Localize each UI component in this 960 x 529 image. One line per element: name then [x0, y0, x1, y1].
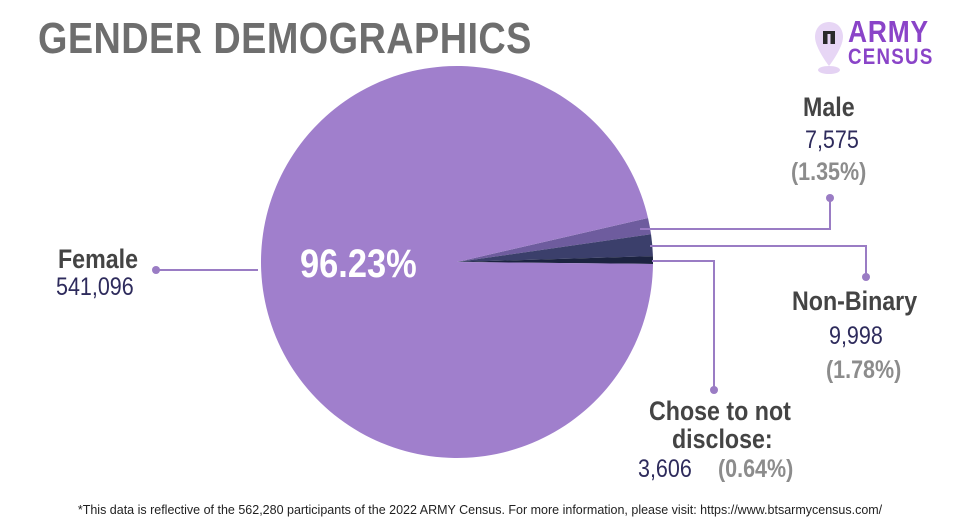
female-label: Female: [58, 244, 139, 274]
map-pin-icon: [815, 22, 843, 74]
female-percent-label: 96.23%: [300, 242, 417, 286]
army-census-logo: ARMY CENSUS: [812, 14, 942, 80]
male-label: Male: [803, 92, 855, 122]
non-binary-count: 9,998: [829, 322, 883, 350]
leader-line-undisclosed: [652, 260, 715, 389]
undisclosed-count: 3,606: [638, 455, 692, 483]
leader-line-male: [640, 198, 831, 230]
pie-slice-male: [457, 217, 652, 262]
undisclosed-percent: (0.64%): [718, 455, 794, 483]
logo-wordmark: ARMY CENSUS: [848, 14, 934, 69]
undisclosed-label-line1: Chose to not: [649, 396, 791, 426]
page-title: GENDER DEMOGRAPHICS: [38, 14, 532, 63]
non-binary-percent: (1.78%): [826, 356, 902, 384]
logo-line-army: ARMY: [848, 14, 929, 49]
pie-slice-undisclosed: [457, 256, 653, 264]
male-count: 7,575: [805, 126, 859, 154]
leader-line-non-binary: [650, 245, 867, 276]
leader-dot-male: [826, 194, 834, 202]
leader-dot-undisclosed: [710, 386, 718, 394]
pie-slice-female: [261, 65, 653, 458]
non-binary-label: Non-Binary: [792, 286, 918, 316]
footnote: *This data is reflective of the 562,280 …: [77, 503, 883, 517]
leader-dot-non-binary: [862, 273, 870, 281]
pie-slices: [261, 65, 653, 458]
leader-lines: [156, 198, 867, 389]
leader-dot-female: [152, 266, 160, 274]
female-count: 541,096: [56, 273, 134, 301]
pie-slice-non-binary: [457, 234, 653, 262]
logo-line-census: CENSUS: [848, 44, 934, 69]
undisclosed-label-line2: disclose:: [672, 424, 773, 454]
male-percent: (1.35%): [791, 158, 867, 186]
leader-dots: [152, 194, 870, 394]
